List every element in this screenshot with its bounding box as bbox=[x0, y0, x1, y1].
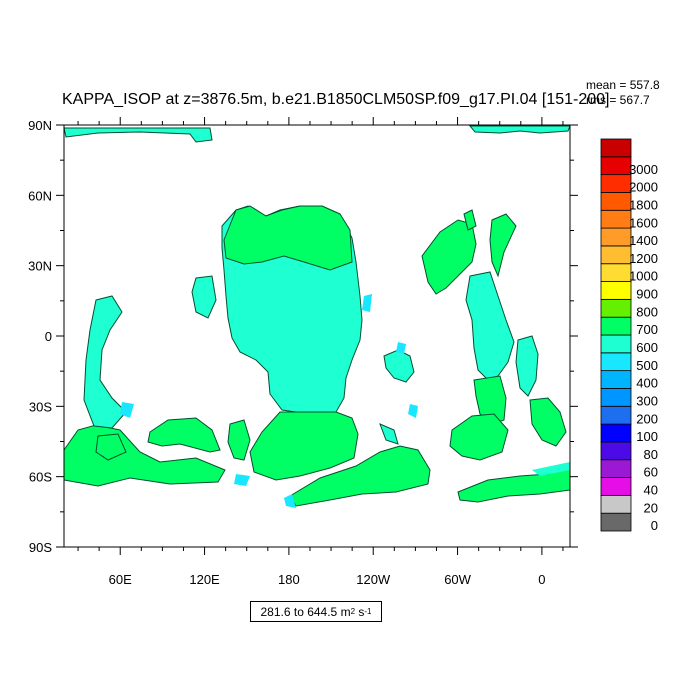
colorbar-swatch bbox=[600, 156, 632, 176]
colorbar-swatch bbox=[600, 423, 632, 443]
ocean-region-atlantic-north bbox=[421, 219, 477, 295]
map-plot-area bbox=[64, 125, 570, 547]
colorbar-label: 1600 bbox=[629, 215, 658, 230]
colorbar-label: 1400 bbox=[629, 233, 658, 248]
ocean-region-indian-arc bbox=[83, 295, 127, 429]
colorbar-label: 600 bbox=[636, 340, 658, 355]
ocean-speckle-e bbox=[408, 404, 418, 418]
colorbar-label: 40 bbox=[644, 483, 658, 498]
ocean-region-indian-south bbox=[95, 433, 127, 461]
x-tick-label: 120E bbox=[189, 572, 220, 587]
colorbar-label: 3000 bbox=[629, 162, 658, 177]
colorbar-swatch bbox=[600, 281, 632, 300]
ocean-speckle-a bbox=[396, 342, 406, 354]
y-tick-label: 30N bbox=[28, 259, 52, 274]
ocean-region-atlantic-southern bbox=[457, 467, 570, 503]
colorbar-label: 300 bbox=[636, 393, 658, 408]
colorbar-label: 1000 bbox=[629, 269, 658, 284]
ocean-region-atlantic-southern-edge bbox=[532, 462, 570, 476]
colorbar-swatch bbox=[600, 352, 632, 372]
colorbar-label: 800 bbox=[636, 304, 658, 319]
ocean-region-atlantic-se bbox=[529, 397, 567, 447]
chart-title: KAPPA_ISOP at z=3876.5m, b.e21.B1850CLM5… bbox=[62, 91, 610, 108]
colorbar-swatch bbox=[600, 405, 632, 425]
colorbar-swatch bbox=[600, 459, 632, 478]
colorbar-swatch bbox=[600, 370, 632, 389]
y-tick-label: 90S bbox=[29, 540, 52, 555]
x-tick-label: 60E bbox=[109, 572, 132, 587]
colorbar-swatch bbox=[600, 245, 632, 265]
unit-base: m bbox=[340, 604, 351, 619]
ocean-region-east-pacific-b bbox=[379, 423, 399, 445]
y-tick-label: 60S bbox=[29, 470, 52, 485]
ocean-speckle-d bbox=[234, 474, 250, 486]
ocean-region-north-east bbox=[64, 127, 213, 143]
colorbar-label: 0 bbox=[651, 518, 658, 533]
y-axis: 90N 60N 30N 0 30S 60S 90S bbox=[28, 118, 578, 555]
mean-stat: mean = 557.8 bbox=[586, 78, 660, 92]
range-text: 281.6 to 644.5 bbox=[260, 604, 338, 619]
colorbar-swatch bbox=[600, 138, 632, 158]
colorbar-label: 1200 bbox=[629, 251, 658, 266]
colorbar-swatch bbox=[600, 512, 632, 532]
colorbar-label: 900 bbox=[636, 287, 658, 302]
x-tick-label: 60W bbox=[444, 572, 471, 587]
colorbar-swatch bbox=[600, 388, 632, 407]
colorbar-swatch bbox=[600, 441, 632, 461]
rms-stat: rms = 567.7 bbox=[586, 93, 650, 107]
x-axis: 60E 120E 180 120W 60W 0 bbox=[77, 117, 564, 587]
y-tick-label: 60N bbox=[28, 188, 52, 203]
colorbar-swatch bbox=[600, 477, 632, 496]
y-tick-label: 30S bbox=[29, 399, 52, 414]
ocean-region-south-mid bbox=[227, 419, 251, 461]
ocean-region-atlantic-nw bbox=[463, 209, 477, 231]
colorbar-swatch bbox=[600, 174, 632, 193]
colorbar-label: 100 bbox=[636, 429, 658, 444]
ocean-region-north-pacific bbox=[223, 205, 353, 271]
colorbar-label: 80 bbox=[644, 447, 658, 462]
ocean-region-south-pacific bbox=[249, 411, 359, 481]
colorbar-label: 60 bbox=[644, 465, 658, 480]
ocean-region-atlantic-sw bbox=[449, 413, 509, 461]
colorbar-swatch bbox=[600, 298, 632, 318]
ocean-region-southern-edge bbox=[284, 494, 296, 508]
colorbar-swatch bbox=[600, 334, 632, 354]
ocean-region-atlantic-east bbox=[515, 335, 539, 397]
ocean-region-atlantic-ne bbox=[489, 213, 517, 278]
x-tick-label: 0 bbox=[538, 572, 545, 587]
unit-per: s bbox=[358, 604, 365, 619]
x-tick-label: 180 bbox=[278, 572, 300, 587]
colorbar: 0 20 40 60 80 100 200 300 400 500 600 700 800 900 1000… bbox=[600, 138, 658, 533]
ocean-region-indian-east bbox=[191, 275, 217, 319]
colorbar-label: 500 bbox=[636, 358, 658, 373]
colorbar-label: 200 bbox=[636, 411, 658, 426]
colorbar-label: 20 bbox=[644, 500, 658, 515]
ocean-region-southern-main bbox=[289, 445, 431, 507]
y-tick-label: 90N bbox=[28, 118, 52, 133]
ocean-speckle-c bbox=[120, 402, 134, 418]
colorbar-label: 2000 bbox=[629, 180, 658, 195]
colorbar-swatch bbox=[600, 209, 632, 229]
ocean-region-southern-west bbox=[147, 417, 221, 453]
colorbar-swatch bbox=[600, 192, 632, 211]
colorbar-label: 700 bbox=[636, 322, 658, 337]
colorbar-label: 400 bbox=[636, 376, 658, 391]
colorbar-swatch bbox=[600, 494, 632, 514]
colorbar-swatch bbox=[600, 263, 632, 282]
colorbar-label: 1800 bbox=[629, 197, 658, 212]
x-tick-label: 120W bbox=[356, 572, 391, 587]
colorbar-swatch bbox=[600, 227, 632, 247]
y-tick-label: 0 bbox=[45, 329, 52, 344]
ocean-speckle-b bbox=[362, 294, 372, 312]
colorbar-swatch bbox=[600, 316, 632, 336]
